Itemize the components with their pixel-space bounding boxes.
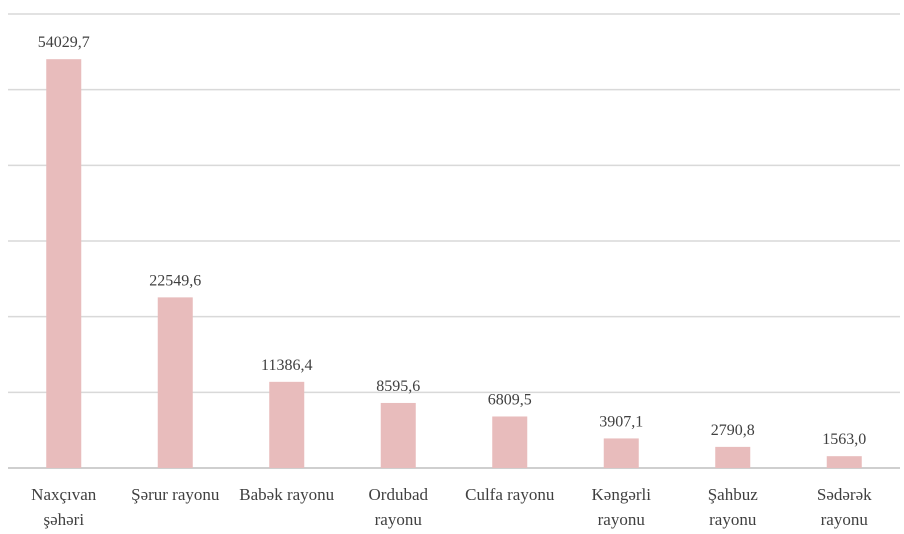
x-tick-label: Şərur rayonu — [131, 485, 220, 504]
x-tick-label: Babək rayonu — [239, 485, 335, 504]
data-label: 3907,1 — [599, 413, 643, 430]
bar — [269, 381, 305, 468]
data-label: 1563,0 — [822, 431, 866, 448]
bar — [715, 446, 751, 468]
x-tick-label: Kəngərli rayonu — [591, 485, 651, 529]
data-label: 2790,8 — [711, 422, 755, 439]
x-tick-label: Ordubad rayonu — [368, 485, 428, 529]
x-tick-label: Culfa rayonu — [465, 485, 555, 504]
bar — [603, 438, 639, 468]
bar — [826, 456, 862, 468]
data-label: 22549,6 — [149, 272, 201, 289]
x-tick-label: Şahbuz rayonu — [707, 485, 758, 529]
x-tick-label: Sədərək rayonu — [816, 485, 872, 529]
x-tick-label: Naxçıvan şəhəri — [31, 485, 97, 529]
data-label: 54029,7 — [38, 34, 90, 51]
data-label: 8595,6 — [376, 378, 420, 395]
data-label: 6809,5 — [488, 391, 532, 408]
bar — [46, 59, 82, 469]
data-label: 11386,4 — [261, 357, 312, 374]
bar — [157, 297, 193, 468]
bar — [380, 402, 416, 468]
bar — [492, 416, 528, 468]
